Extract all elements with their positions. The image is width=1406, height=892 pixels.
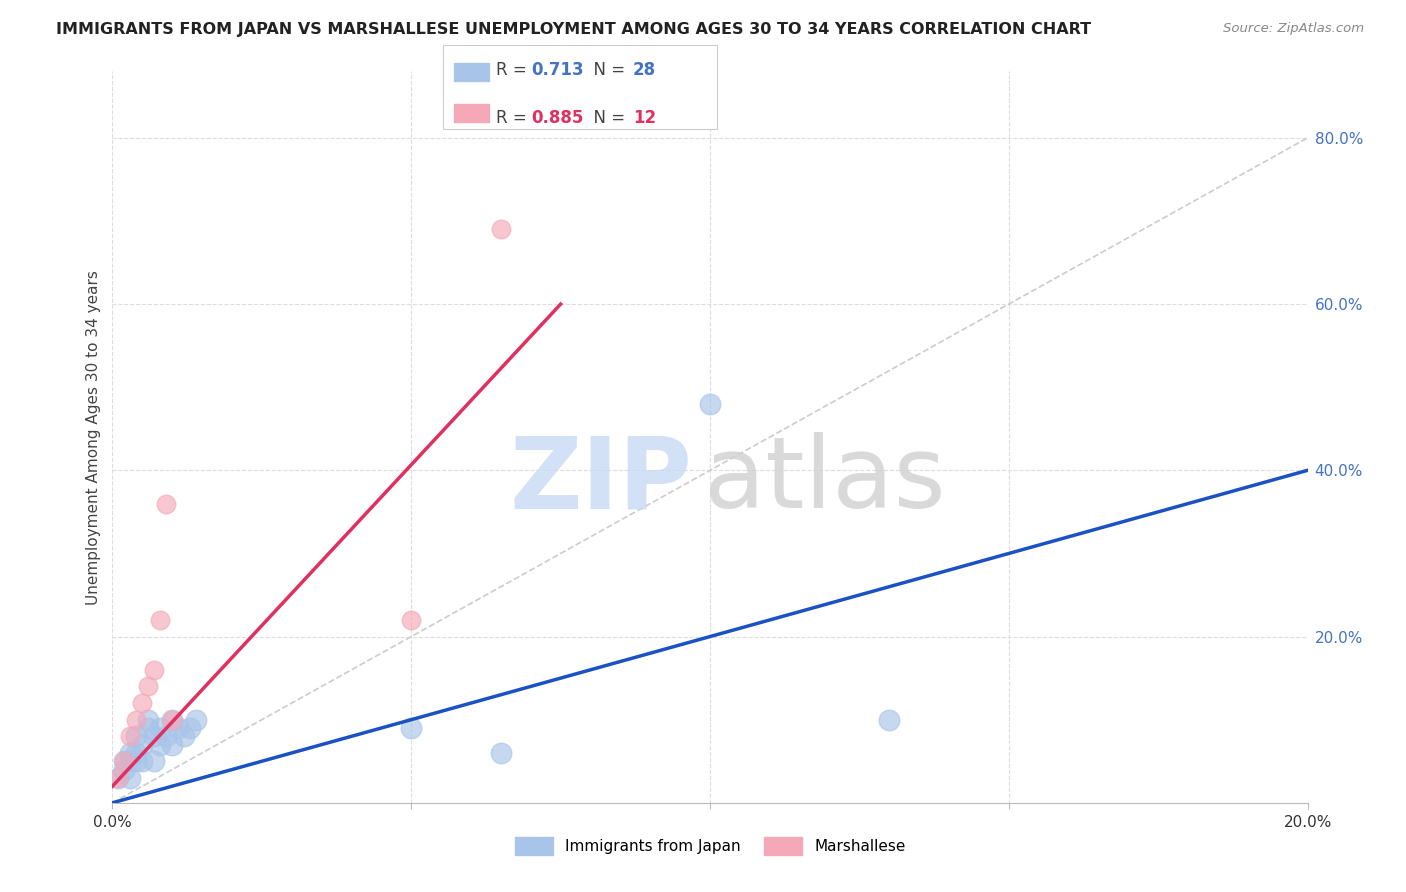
Point — [155, 497, 177, 511]
Point — [131, 754, 153, 768]
Legend: Immigrants from Japan, Marshallese: Immigrants from Japan, Marshallese — [509, 831, 911, 861]
Point — [155, 729, 177, 743]
Point — [401, 613, 423, 627]
Point — [125, 754, 148, 768]
Point — [125, 713, 148, 727]
Text: N =: N = — [583, 61, 631, 78]
Text: 0.885: 0.885 — [531, 109, 583, 127]
Point — [173, 729, 195, 743]
Point — [143, 754, 166, 768]
Point — [879, 713, 901, 727]
Text: 12: 12 — [633, 109, 655, 127]
Point — [162, 713, 183, 727]
Point — [179, 721, 201, 735]
Point — [125, 746, 148, 760]
Point — [167, 721, 190, 735]
Point — [149, 738, 172, 752]
Point — [107, 771, 129, 785]
Point — [131, 738, 153, 752]
Point — [131, 696, 153, 710]
Point — [114, 754, 135, 768]
Text: N =: N = — [583, 109, 631, 127]
Point — [489, 746, 512, 760]
Text: Source: ZipAtlas.com: Source: ZipAtlas.com — [1223, 22, 1364, 36]
Text: 0.713: 0.713 — [531, 61, 583, 78]
Point — [114, 754, 135, 768]
Text: R =: R = — [496, 109, 533, 127]
Point — [149, 721, 172, 735]
Text: 28: 28 — [633, 61, 655, 78]
Point — [143, 729, 166, 743]
Text: R =: R = — [496, 61, 533, 78]
Point — [143, 663, 166, 677]
Point — [107, 771, 129, 785]
Text: IMMIGRANTS FROM JAPAN VS MARSHALLESE UNEMPLOYMENT AMONG AGES 30 TO 34 YEARS CORR: IMMIGRANTS FROM JAPAN VS MARSHALLESE UNE… — [56, 22, 1091, 37]
Y-axis label: Unemployment Among Ages 30 to 34 years: Unemployment Among Ages 30 to 34 years — [86, 269, 101, 605]
Point — [120, 729, 142, 743]
Point — [401, 721, 423, 735]
Point — [125, 729, 148, 743]
Point — [162, 738, 183, 752]
Point — [138, 713, 160, 727]
Text: ZIP: ZIP — [509, 433, 692, 530]
Point — [120, 746, 142, 760]
Point — [138, 680, 160, 694]
Text: atlas: atlas — [704, 433, 946, 530]
Point — [162, 713, 183, 727]
Point — [186, 713, 208, 727]
Point — [120, 754, 142, 768]
Point — [149, 613, 172, 627]
Point — [114, 763, 135, 777]
Point — [699, 397, 721, 411]
Point — [120, 771, 142, 785]
Point — [138, 721, 160, 735]
Point — [489, 222, 512, 236]
